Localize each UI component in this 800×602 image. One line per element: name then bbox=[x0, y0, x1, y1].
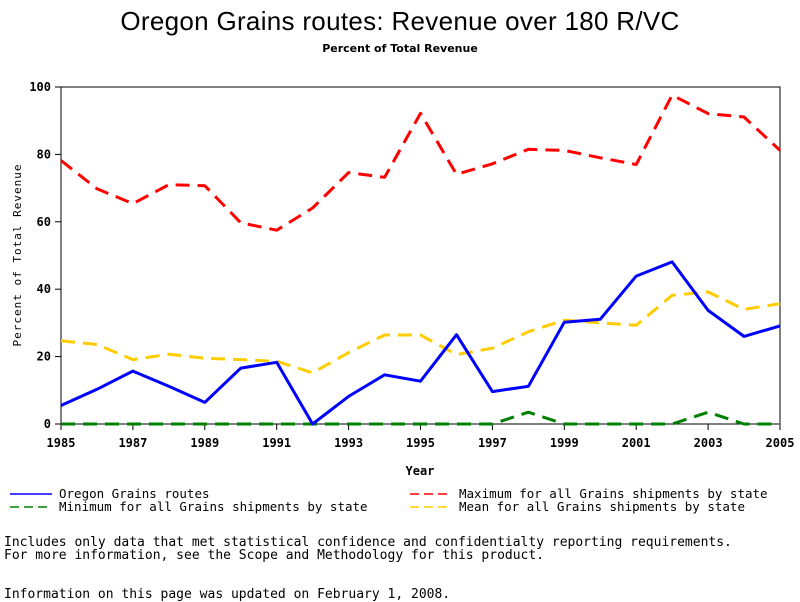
plot-frame bbox=[61, 87, 780, 424]
y-axis: 0 20 40 60 80 100 bbox=[29, 80, 61, 431]
series-line-2 bbox=[61, 95, 780, 230]
x-tick-label: 1999 bbox=[550, 436, 579, 450]
legend-label: Minimum for all Grains shipments by stat… bbox=[59, 499, 368, 514]
x-tick-label: 1997 bbox=[478, 436, 507, 450]
x-tick-label: 2001 bbox=[622, 436, 651, 450]
x-tick-label: 2005 bbox=[766, 436, 795, 450]
x-tick-label: 1987 bbox=[118, 436, 147, 450]
x-tick-label: 1989 bbox=[190, 436, 219, 450]
x-tick-label: 1991 bbox=[262, 436, 291, 450]
x-axis-label: Year bbox=[406, 464, 435, 478]
y-axis-label: Percent of Total Revenue bbox=[11, 164, 24, 347]
x-tick-label: 1993 bbox=[334, 436, 363, 450]
y-tick-label: 60 bbox=[37, 215, 51, 229]
legend-label: Mean for all Grains shipments by state bbox=[459, 499, 745, 514]
series-layer bbox=[61, 95, 780, 424]
series-line-3 bbox=[61, 412, 780, 424]
y-tick-label: 20 bbox=[37, 350, 51, 364]
y-tick-label: 40 bbox=[37, 282, 51, 296]
series-line-4 bbox=[61, 292, 780, 373]
note-methodology: For more information, see the Scope and … bbox=[4, 548, 544, 563]
y-tick-label: 100 bbox=[29, 80, 51, 94]
x-tick-label: 2003 bbox=[694, 436, 723, 450]
x-axis: 1985 1987 1989 1991 1993 1995 1997 1999 2001 2003… bbox=[47, 424, 795, 450]
series-line-1 bbox=[61, 262, 780, 424]
x-tick-label: 1985 bbox=[47, 436, 76, 450]
y-tick-label: 0 bbox=[44, 417, 51, 431]
x-tick-label: 1995 bbox=[406, 436, 435, 450]
y-tick-label: 80 bbox=[37, 147, 51, 161]
